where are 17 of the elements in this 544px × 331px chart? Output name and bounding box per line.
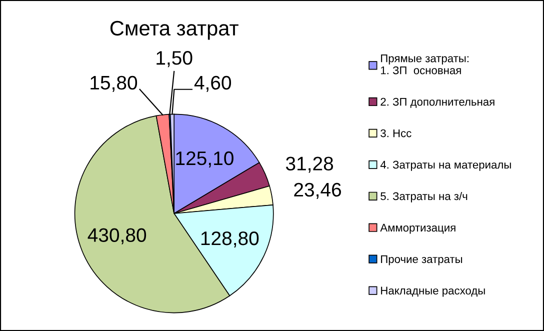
legend-label: Накладные расходы — [381, 286, 485, 297]
legend-label: 2. ЗП дополнительная — [380, 98, 494, 108]
data-label: 23,46 — [294, 182, 341, 199]
chart-title: Смета затрат — [110, 20, 238, 40]
legend-label: Прочие затраты — [381, 255, 462, 266]
legend-label: Аммортизация — [380, 224, 456, 234]
data-label: 15,80 — [90, 76, 138, 92]
legend-label: 4. Затраты на материалы — [380, 160, 511, 171]
data-label: 4,60 — [194, 76, 232, 92]
legend-label: 5. Затраты на з/ч — [380, 192, 468, 202]
data-label: 128,80 — [201, 231, 259, 248]
data-label: 31,28 — [286, 156, 334, 173]
data-label: 1,50 — [156, 51, 192, 68]
data-label: 125,10 — [176, 151, 234, 168]
data-label: 430,80 — [88, 228, 146, 244]
legend-label: 3. Нсс — [380, 129, 412, 138]
legend-label: Прямые затраты: 1. ЗП основная — [381, 54, 468, 74]
